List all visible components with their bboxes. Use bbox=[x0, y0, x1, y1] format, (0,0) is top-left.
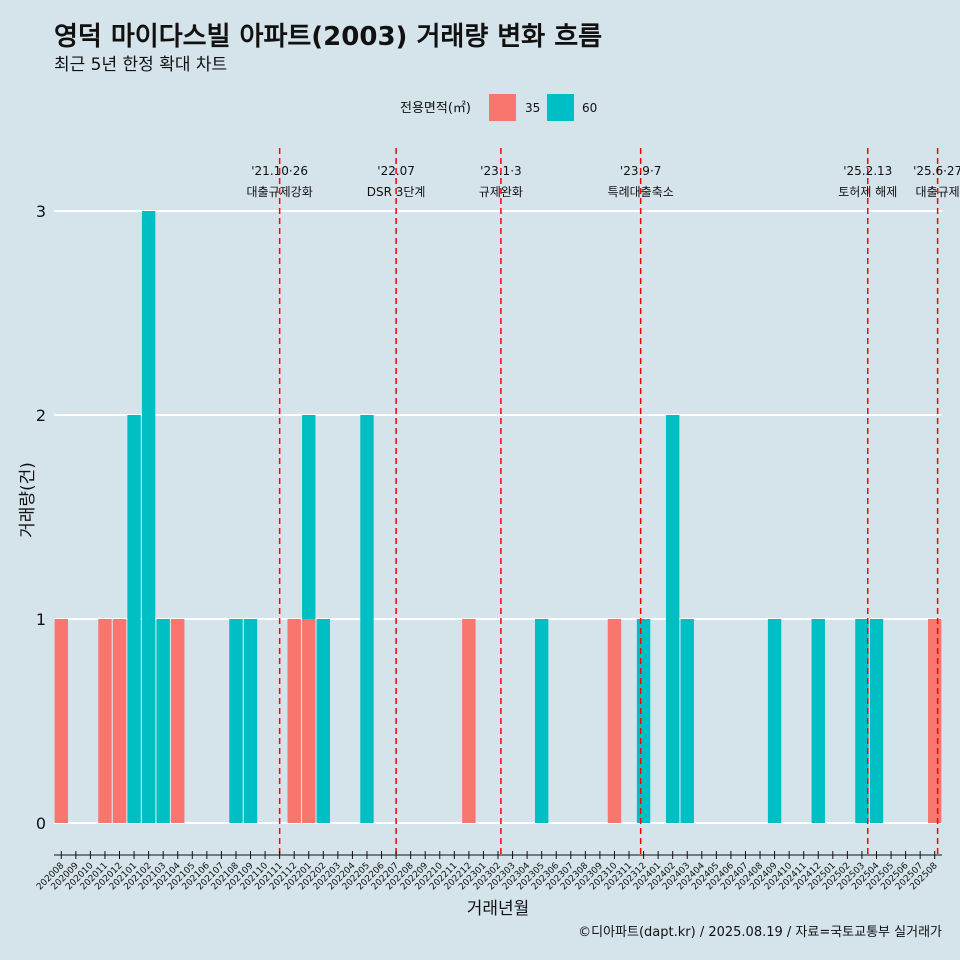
bar-202008-35 bbox=[54, 619, 68, 823]
event-date: '25.2.13 bbox=[843, 164, 892, 178]
event-date: '22.07 bbox=[377, 164, 415, 178]
bar-202504-60 bbox=[869, 619, 884, 823]
y-tick-label: 2 bbox=[36, 406, 46, 425]
legend-swatch-60 bbox=[547, 94, 574, 121]
event-markers: '21.10·26 대출규제강화 '22.07 DSR 3단계 '23.1·3 규제완화 '… bbox=[247, 148, 960, 855]
chart-title: 영덕 마이다스빌 아파트(2003) 거래량 변화 흐름 bbox=[54, 22, 602, 52]
bar-202503-60 bbox=[855, 619, 869, 823]
bar-202202-60 bbox=[316, 619, 331, 823]
bar-202310-35 bbox=[607, 619, 622, 823]
event-date: '23.9·7 bbox=[620, 164, 661, 178]
bar-202409-60 bbox=[767, 619, 782, 823]
bar-202102-60 bbox=[141, 211, 156, 823]
bar-202101-60 bbox=[127, 415, 141, 823]
bar-202012-35 bbox=[112, 619, 127, 823]
y-axis: 0 1 2 3 bbox=[36, 202, 46, 833]
event-date: '25.6·27 bbox=[913, 164, 960, 178]
event-label: 토허제 해제 bbox=[838, 185, 897, 199]
event-label: 규제완화 bbox=[479, 185, 523, 199]
bar-202201-60 bbox=[302, 415, 316, 619]
bar-202104-35 bbox=[171, 619, 185, 823]
y-tick-label: 3 bbox=[36, 202, 46, 221]
bar-202201-35 bbox=[302, 619, 316, 823]
bars bbox=[54, 211, 942, 823]
y-axis-label: 거래량(건) bbox=[18, 462, 38, 538]
bar-202403-60 bbox=[680, 619, 694, 823]
bar-202112-35 bbox=[287, 619, 301, 823]
bar-202108-60 bbox=[229, 619, 243, 823]
bar-202212-35 bbox=[462, 619, 476, 823]
bar-202205-60 bbox=[360, 415, 374, 823]
event-date: '21.10·26 bbox=[251, 164, 308, 178]
bar-202305-60 bbox=[534, 619, 549, 823]
legend-label-60: 60 bbox=[582, 101, 597, 115]
bar-202412-60 bbox=[811, 619, 825, 823]
bar-202508-35 bbox=[928, 619, 942, 823]
event-label: 대출규제 bbox=[916, 185, 960, 199]
event-label: 특례대출축소 bbox=[608, 185, 674, 199]
bar-202402-60 bbox=[665, 415, 680, 823]
x-axis: 2020082020092020102020112020122021012021… bbox=[35, 851, 942, 892]
bar-202103-60 bbox=[156, 619, 170, 823]
legend-title: 전용면적(㎡) bbox=[400, 101, 471, 116]
bar-202109-60 bbox=[243, 619, 258, 823]
bar-202011-35 bbox=[98, 619, 112, 823]
event-label: DSR 3단계 bbox=[367, 185, 426, 199]
y-tick-label: 0 bbox=[36, 814, 46, 833]
bar-202312-60 bbox=[636, 619, 651, 823]
caption: ©디아파트(dapt.kr) / 2025.08.19 / 자료=국토교통부 실… bbox=[578, 925, 942, 940]
x-axis-label: 거래년월 bbox=[467, 899, 530, 919]
legend: 전용면적(㎡) 35 60 bbox=[400, 94, 597, 121]
gridlines bbox=[54, 210, 942, 824]
legend-swatch-35 bbox=[489, 94, 516, 121]
y-tick-label: 1 bbox=[36, 610, 46, 629]
legend-label-35: 35 bbox=[525, 101, 540, 115]
chart-subtitle: 최근 5년 한정 확대 차트 bbox=[54, 55, 227, 75]
event-label: 대출규제강화 bbox=[247, 185, 313, 199]
event-date: '23.1·3 bbox=[480, 164, 521, 178]
